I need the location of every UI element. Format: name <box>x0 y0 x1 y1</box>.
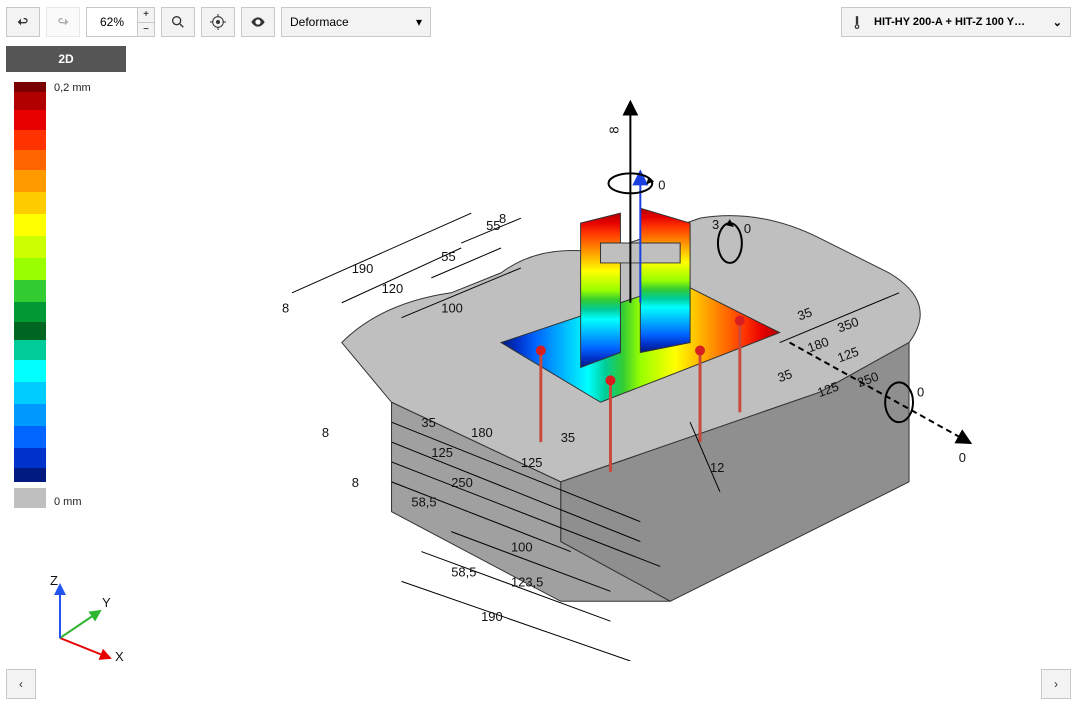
3d-viewport[interactable]: 8 0 3 0 0 0 190 120 55 55 100 8 8 8 8 35… <box>140 44 1071 661</box>
svg-text:55: 55 <box>441 249 455 264</box>
svg-text:3: 3 <box>712 217 719 232</box>
axis-z-label: Z <box>50 573 58 588</box>
legend-swatch <box>14 448 46 468</box>
zoom-fit-button[interactable] <box>161 7 195 37</box>
axis-triad: X Y Z <box>40 573 130 663</box>
svg-text:190: 190 <box>352 261 374 276</box>
legend-swatch <box>14 360 46 382</box>
eye-icon <box>250 14 266 30</box>
redo-button[interactable] <box>46 7 80 37</box>
axis-x-label: X <box>115 649 124 663</box>
svg-text:125: 125 <box>521 455 543 470</box>
chevron-down-icon: ▾ <box>416 15 422 29</box>
legend-min-label: 0 mm <box>54 496 91 508</box>
svg-text:0: 0 <box>917 384 924 399</box>
legend-swatch <box>14 130 46 150</box>
svg-text:100: 100 <box>511 540 533 555</box>
legend-swatch <box>14 322 46 340</box>
svg-text:35: 35 <box>561 430 575 445</box>
undo-icon <box>15 14 31 30</box>
chevron-right-icon: › <box>1054 677 1058 691</box>
zoom-value[interactable]: 62% <box>87 8 137 36</box>
legend-swatch <box>14 192 46 214</box>
svg-text:12: 12 <box>710 460 724 475</box>
svg-text:100: 100 <box>441 301 463 316</box>
prev-page-button[interactable]: ‹ <box>6 669 36 699</box>
svg-text:58,5: 58,5 <box>411 495 436 510</box>
axis-y-label: Y <box>102 595 111 610</box>
center-button[interactable] <box>201 7 235 37</box>
legend-swatch <box>14 340 46 360</box>
view-mode-dropdown[interactable]: Deformace ▾ <box>281 7 431 37</box>
svg-text:190: 190 <box>481 609 503 624</box>
product-label: HIT-HY 200-A + HIT-Z 100 Y… <box>874 16 1025 28</box>
svg-text:0: 0 <box>959 450 966 465</box>
legend-swatch <box>14 92 46 110</box>
anchor-search-icon <box>850 15 864 29</box>
next-page-button[interactable]: › <box>1041 669 1071 699</box>
legend-swatch <box>14 236 46 258</box>
svg-text:0: 0 <box>744 221 751 236</box>
color-legend: 0,2 mm 0 mm <box>14 82 91 508</box>
svg-text:125: 125 <box>431 445 453 460</box>
tab-2d[interactable]: 2D <box>6 46 126 72</box>
legend-swatch <box>14 468 46 482</box>
target-icon <box>210 14 226 30</box>
legend-swatch <box>14 150 46 170</box>
product-dropdown[interactable]: HIT-HY 200-A + HIT-Z 100 Y… ⌄ <box>841 7 1071 37</box>
svg-text:35: 35 <box>421 415 435 430</box>
search-icon <box>170 14 186 30</box>
svg-text:180: 180 <box>471 425 493 440</box>
zoom-out-button[interactable]: − <box>138 23 154 37</box>
legend-swatch <box>14 82 46 92</box>
legend-swatch <box>14 110 46 130</box>
svg-text:0: 0 <box>658 177 665 192</box>
chevron-down-icon: ⌄ <box>1053 16 1062 29</box>
legend-swatch <box>14 214 46 236</box>
svg-text:8: 8 <box>282 301 289 316</box>
view-mode-label: Deformace <box>290 15 349 29</box>
svg-text:8: 8 <box>499 211 506 226</box>
undo-button[interactable] <box>6 7 40 37</box>
redo-icon <box>55 14 71 30</box>
legend-swatch <box>14 426 46 448</box>
legend-swatch <box>14 302 46 322</box>
svg-text:120: 120 <box>382 281 404 296</box>
tab-2d-label: 2D <box>58 52 73 66</box>
legend-swatch <box>14 258 46 280</box>
visibility-button[interactable] <box>241 7 275 37</box>
legend-max-label: 0,2 mm <box>54 82 91 94</box>
legend-na-swatch <box>14 488 46 508</box>
svg-text:250: 250 <box>451 475 473 490</box>
zoom-control: 62% + − <box>86 7 155 37</box>
svg-text:8: 8 <box>352 475 359 490</box>
legend-swatch <box>14 382 46 404</box>
legend-swatch <box>14 404 46 426</box>
legend-swatch <box>14 170 46 192</box>
svg-text:58,5: 58,5 <box>451 564 476 579</box>
zoom-in-button[interactable]: + <box>138 8 154 23</box>
svg-text:123,5: 123,5 <box>511 574 543 589</box>
svg-text:8: 8 <box>606 126 621 133</box>
chevron-left-icon: ‹ <box>19 677 23 691</box>
legend-swatch <box>14 280 46 302</box>
svg-text:8: 8 <box>322 425 329 440</box>
toolbar: 62% + − Deformace ▾ HIT-HY 200-A + HIT-Z… <box>6 6 1071 38</box>
